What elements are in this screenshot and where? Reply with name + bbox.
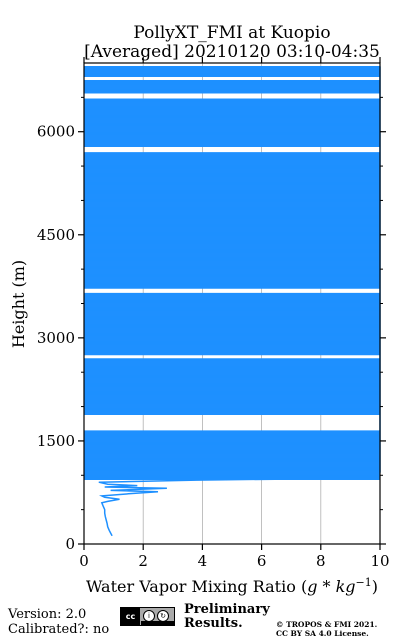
preliminary-line-1: Preliminary: [184, 602, 270, 617]
sa-icon: ↻: [157, 610, 169, 622]
preliminary-line-2: Results.: [184, 616, 243, 631]
x-tick-label: 8: [316, 552, 326, 570]
y-tick-label: 0: [65, 535, 75, 553]
cc-icon: cc: [121, 608, 140, 625]
axes: 0 2 4 6 8 10 0 1500 3000 4500 6000: [37, 57, 390, 570]
y-tick-label: 1500: [37, 432, 75, 450]
x-tick-label: 2: [138, 552, 148, 570]
badge-band: [141, 621, 174, 626]
cc-by-sa-badge: cc i ↻: [120, 607, 175, 626]
x-tick-label: 0: [79, 552, 89, 570]
x-tick-label: 6: [257, 552, 267, 570]
copyright-line-1: © TROPOS & FMI 2021.: [276, 620, 378, 629]
chart-title-line-2: [Averaged] 20210120 03:10-04:35: [84, 42, 380, 62]
y-axis-label: Height (m): [9, 260, 28, 348]
y-tick-label: 3000: [37, 329, 75, 347]
preliminary-notice: Preliminary Results.: [184, 603, 270, 631]
x-tick-label: 10: [370, 552, 389, 570]
data-series: [84, 66, 381, 537]
calibrated-text: Calibrated?: no: [8, 622, 110, 637]
chart-title-line-1: PollyXT_FMI at Kuopio: [133, 23, 330, 43]
x-axis-label: Water Vapor Mixing Ratio (g * kg−1): [86, 576, 378, 597]
x-tick-label: 4: [198, 552, 208, 570]
copyright-notice: © TROPOS & FMI 2021. CC BY SA 4.0 Licens…: [276, 620, 377, 638]
version-text: Version: 2.0: [8, 607, 87, 622]
y-tick-label: 6000: [37, 123, 75, 141]
y-tick-label: 4500: [37, 226, 75, 244]
license-line: CC BY SA 4.0 License.: [276, 629, 369, 638]
